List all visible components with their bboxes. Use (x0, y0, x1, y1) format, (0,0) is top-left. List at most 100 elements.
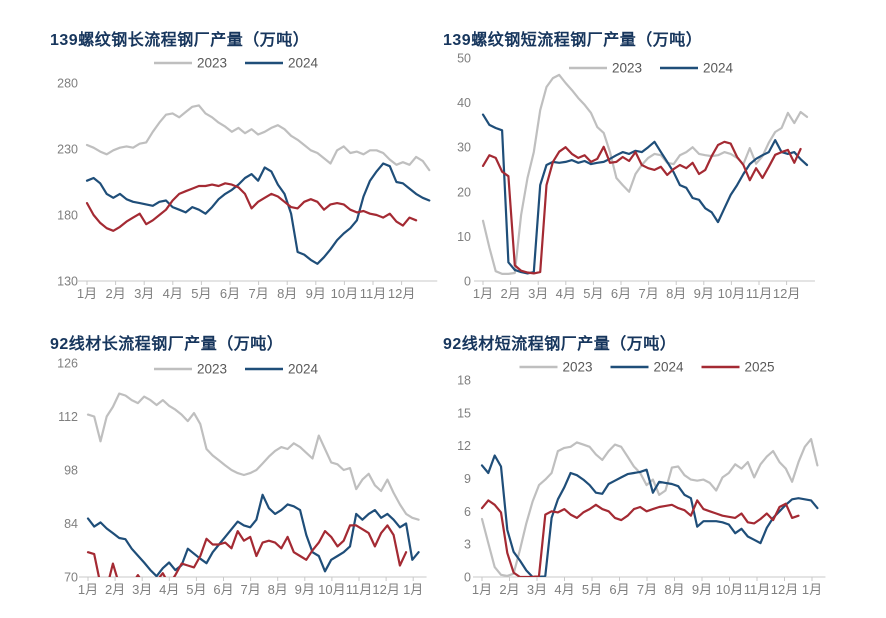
x-tick-label: 3月 (134, 286, 154, 301)
x-tick-label: 7月 (240, 582, 260, 597)
series-line-2023 (481, 73, 809, 275)
series-line-2025 (86, 524, 408, 577)
y-tick-label: 6 (464, 505, 471, 519)
x-tick-label: 4月 (163, 286, 183, 301)
y-axis-0: 130 180 230 280 (57, 77, 78, 289)
chart-0: 1月 2月 3月 4月 5月 6月 7月 8月 9月 10月 11月 12月 130 180 230 280 2… (57, 56, 438, 301)
legend-3: 2023 2024 2025 (519, 360, 775, 375)
x-tick-label: 2月 (500, 286, 520, 301)
x-tick-label: 9月 (306, 286, 326, 301)
x-tick-label: 4月 (556, 286, 576, 301)
series-line-2024 (85, 162, 431, 265)
series-group-1 (481, 73, 809, 275)
x-tick-label: 10月 (716, 582, 743, 597)
x-tick-label: 10月 (331, 286, 358, 301)
y-tick-label: 18 (457, 374, 471, 388)
x-tick-label: 7月 (248, 286, 268, 301)
chart-title-rebar-short: 139螺纹钢短流程钢厂产量（万吨） (443, 32, 703, 49)
series-line-2025 (480, 499, 800, 577)
y-axis-1: 0 10 20 30 40 50 (457, 52, 471, 289)
series-line-2023 (85, 104, 431, 172)
y-tick-label: 12 (457, 439, 471, 453)
y-tick-label: 98 (64, 464, 78, 478)
series-group-2 (86, 392, 420, 577)
x-tick-label: 12月 (773, 286, 800, 301)
y-axis-3: 0 3 6 9 12 15 18 (457, 374, 471, 585)
x-tick-label: 8月 (664, 582, 684, 597)
legend-label-2023: 2023 (197, 56, 227, 71)
x-tick-label: 12月 (388, 286, 415, 301)
x-tick-label: 7月 (638, 286, 658, 301)
x-tick-label: 9月 (692, 582, 712, 597)
x-tick-label: 9月 (694, 286, 714, 301)
y-tick-label: 20 (457, 185, 471, 199)
x-axis-1: 1月 2月 3月 4月 5月 6月 7月 8月 9月 10月 11月 12月 (473, 280, 815, 301)
x-tick-label: 8月 (268, 582, 288, 597)
x-tick-label: 11月 (746, 286, 773, 301)
x-tick-label: 3月 (527, 582, 547, 597)
legend-2: 2023 2024 (154, 362, 319, 377)
y-tick-label: 112 (58, 410, 78, 424)
x-tick-label: 6月 (609, 582, 629, 597)
legend-label-2023: 2023 (612, 61, 642, 76)
chart-title-wire-long: 92线材长流程钢厂产量（万吨） (50, 336, 284, 353)
chart-1: 1月 2月 3月 4月 5月 6月 7月 8月 9月 10月 11月 12月 0 10 20 30 40 50 20… (457, 52, 815, 301)
y-tick-label: 130 (57, 275, 78, 289)
y-tick-label: 180 (57, 209, 78, 223)
x-tick-label: 2月 (105, 286, 125, 301)
y-tick-label: 10 (457, 230, 471, 244)
series-line-2025 (481, 140, 802, 275)
x-tick-label: 1月 (77, 286, 97, 301)
series-line-2024 (481, 113, 809, 275)
series-line-2023 (480, 438, 819, 577)
x-tick-label: 1月 (473, 286, 493, 301)
x-tick-label: 5月 (191, 286, 211, 301)
x-tick-label: 1月 (802, 582, 822, 597)
legend-label-2025: 2025 (745, 360, 775, 375)
x-tick-label: 3月 (528, 286, 548, 301)
y-tick-label: 50 (457, 52, 471, 66)
x-tick-label: 5月 (186, 582, 206, 597)
legend-0: 2023 2024 (154, 56, 319, 71)
y-tick-label: 40 (457, 96, 471, 110)
x-tick-label: 2月 (499, 582, 519, 597)
x-axis-0: 1月 2月 3月 4月 5月 6月 7月 8月 9月 10月 11月 12月 (77, 280, 438, 301)
x-tick-label: 4月 (159, 582, 179, 597)
y-tick-label: 0 (464, 275, 471, 289)
y-tick-label: 280 (57, 77, 78, 91)
x-tick-label: 4月 (554, 582, 574, 597)
x-tick-label: 10月 (718, 286, 745, 301)
x-tick-label: 8月 (666, 286, 686, 301)
legend-label-2023: 2023 (197, 362, 227, 377)
y-tick-label: 3 (464, 538, 471, 552)
series-group-3 (480, 438, 819, 577)
x-tick-label: 1月 (403, 582, 423, 597)
x-tick-label: 11月 (360, 286, 387, 301)
x-tick-label: 11月 (346, 582, 373, 597)
legend-label-2024: 2024 (288, 362, 319, 377)
y-tick-label: 0 (464, 571, 471, 585)
x-tick-label: 1月 (472, 582, 492, 597)
x-tick-label: 6月 (220, 286, 240, 301)
legend-label-2024: 2024 (703, 61, 734, 76)
x-tick-label: 1月 (78, 582, 98, 597)
series-line-2024 (86, 493, 420, 577)
x-tick-label: 11月 (744, 582, 771, 597)
x-axis-2: 1月 2月 3月 4月 5月 6月 7月 8月 9月 10月 11月 12月 1月 (78, 576, 427, 597)
chart-title-rebar-long: 139螺纹钢长流程钢厂产量（万吨） (50, 32, 310, 49)
x-axis-3: 1月 2月 3月 4月 5月 6月 7月 8月 9月 10月 11月 12月 1月 (472, 576, 826, 597)
legend-label-2024: 2024 (654, 360, 685, 375)
x-tick-label: 3月 (132, 582, 152, 597)
y-tick-label: 9 (464, 472, 471, 486)
series-line-2023 (86, 392, 420, 521)
x-tick-label: 9月 (295, 582, 315, 597)
chart-title-wire-short: 92线材短流程钢厂产量（万吨） (443, 336, 677, 353)
y-tick-label: 84 (64, 517, 78, 531)
legend-1: 2023 2024 (569, 61, 734, 76)
y-tick-label: 30 (457, 141, 471, 155)
x-tick-label: 6月 (213, 582, 233, 597)
x-tick-label: 7月 (637, 582, 657, 597)
y-axis-2: 70 84 98 112 126 (57, 357, 78, 585)
